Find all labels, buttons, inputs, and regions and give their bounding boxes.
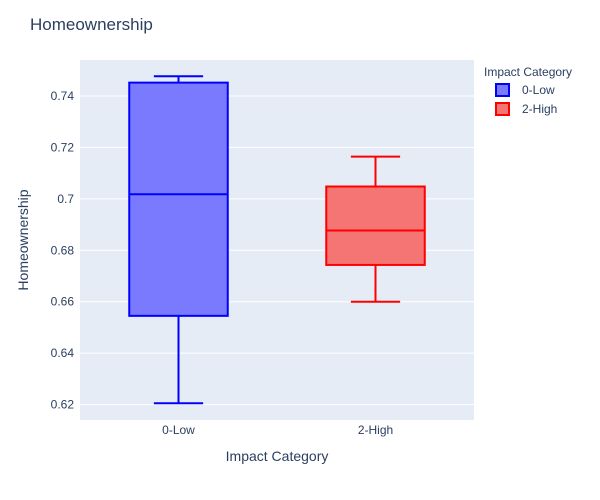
- legend-item-0-Low[interactable]: 0-Low: [495, 83, 555, 97]
- y-tick-label: 0.72: [51, 140, 75, 154]
- legend-swatch: [495, 102, 510, 116]
- iqr-box: [128, 81, 229, 317]
- y-tick-label: 0.62: [51, 398, 75, 412]
- legend-label: 0-Low: [522, 83, 555, 97]
- legend-swatch: [495, 83, 510, 97]
- y-tick-label: 0.64: [51, 346, 75, 360]
- y-tick-label: 0.7: [57, 192, 74, 206]
- y-tick-label: 0.74: [51, 89, 75, 103]
- chart-title: Homeownership: [30, 15, 153, 34]
- box-series: [128, 75, 426, 405]
- x-tick-labels: 0-Low 2-High: [162, 423, 393, 437]
- y-tick-labels: 0.62 0.64 0.66 0.68 0.7 0.72 0.74: [51, 89, 75, 412]
- box-0-Low: [128, 75, 229, 405]
- y-tick-label: 0.68: [51, 243, 75, 257]
- legend-title: Impact Category: [484, 65, 572, 79]
- y-axis-label: Homeownership: [15, 189, 31, 290]
- box-2-High: [325, 155, 426, 303]
- legend: Impact Category 0-Low 2-High: [484, 65, 572, 116]
- legend-label: 2-High: [522, 102, 557, 116]
- x-tick-label: 0-Low: [162, 423, 195, 437]
- x-tick-label: 2-High: [358, 423, 393, 437]
- legend-item-2-High[interactable]: 2-High: [495, 102, 557, 116]
- x-axis-label: Impact Category: [226, 448, 329, 464]
- y-tick-label: 0.66: [51, 295, 75, 309]
- iqr-box: [325, 185, 426, 266]
